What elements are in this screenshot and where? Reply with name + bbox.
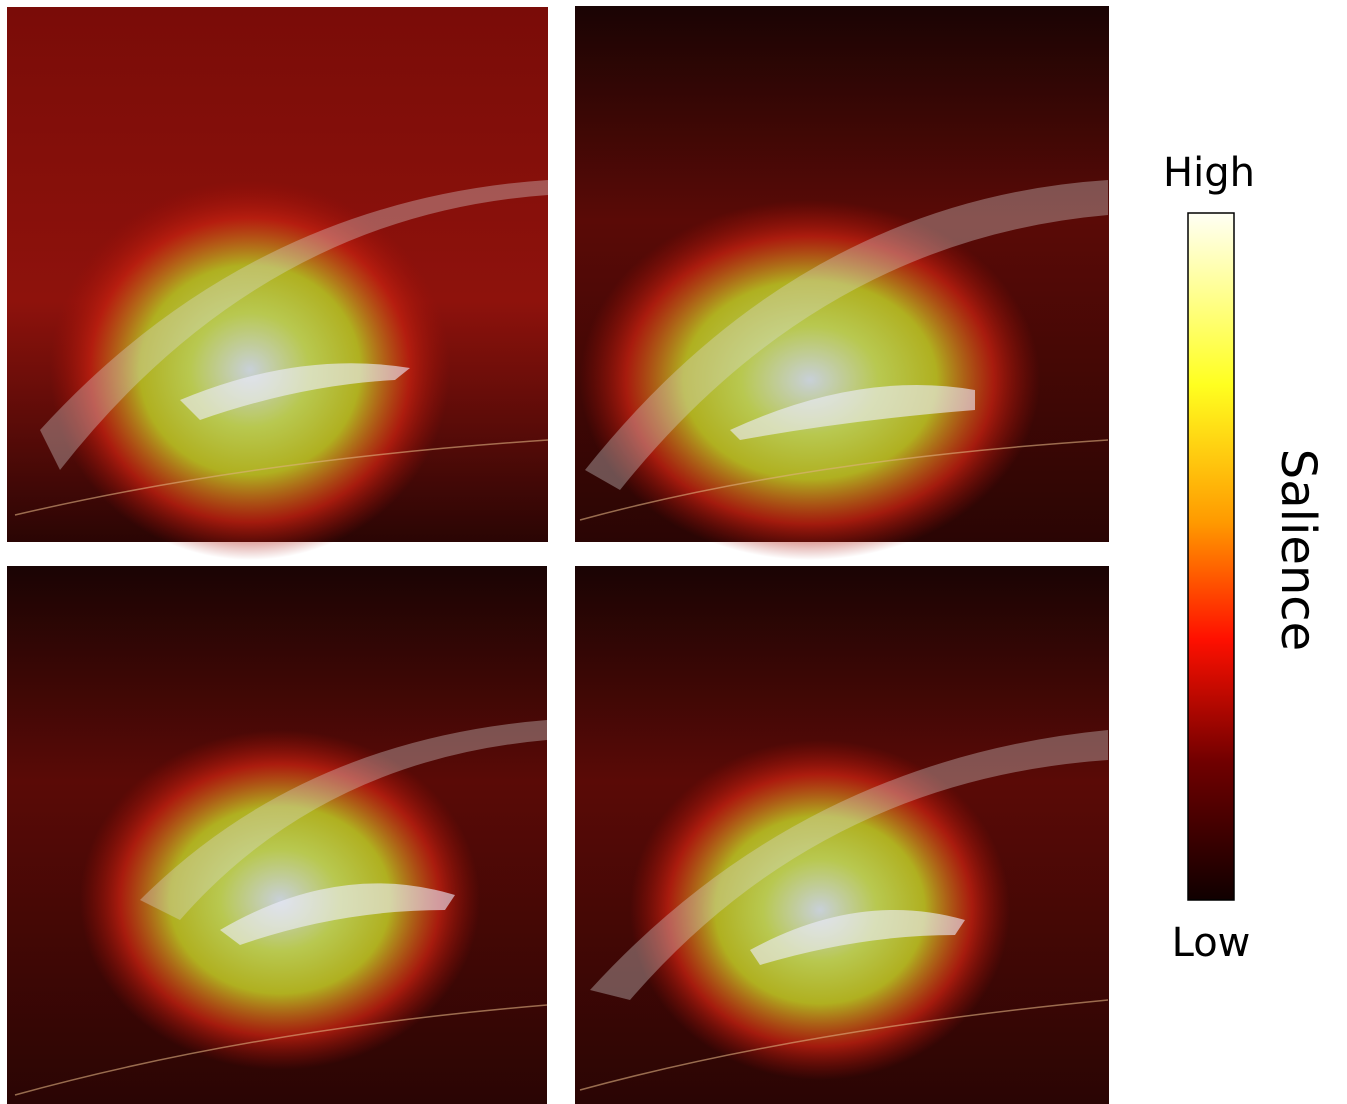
panel-bottom-left xyxy=(7,566,547,1104)
panel-top-right xyxy=(575,6,1109,560)
colorbar-low-label: Low xyxy=(1172,920,1251,966)
page: High Low Salience (() => { const data = … xyxy=(0,0,1347,1104)
figure: High Low Salience xyxy=(0,0,1347,1104)
colorbar-high-label: High xyxy=(1163,150,1255,196)
colorbar xyxy=(1188,213,1234,900)
colorbar-title: Salience xyxy=(1270,449,1326,651)
panel-top-left xyxy=(7,7,548,560)
salience-glow xyxy=(580,200,1040,560)
panel-bottom-right xyxy=(575,566,1109,1104)
